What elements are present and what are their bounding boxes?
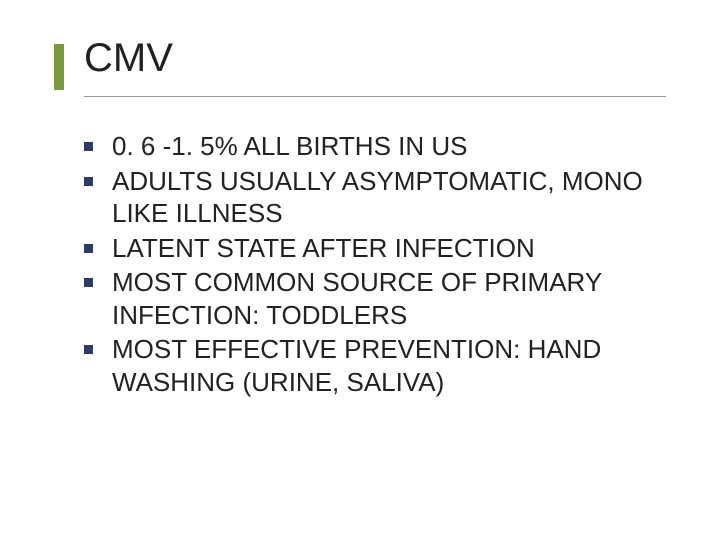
title-accent-bar	[54, 44, 64, 90]
slide: CMV 0. 6 -1. 5% ALL BIRTHS IN US ADULTS …	[0, 0, 720, 540]
body-region: 0. 6 -1. 5% ALL BIRTHS IN US ADULTS USUA…	[84, 130, 666, 400]
bullet-text: LATENT STATE AFTER INFECTION	[112, 233, 535, 263]
list-item: ADULTS USUALLY ASYMPTOMATIC, MONO LIKE I…	[84, 165, 666, 230]
bullet-text: MOST EFFECTIVE PREVENTION: HAND WASHING …	[112, 334, 601, 397]
title-region: CMV	[54, 36, 666, 80]
bullet-list: 0. 6 -1. 5% ALL BIRTHS IN US ADULTS USUA…	[84, 130, 666, 398]
list-item: MOST EFFECTIVE PREVENTION: HAND WASHING …	[84, 333, 666, 398]
list-item: MOST COMMON SOURCE OF PRIMARY INFECTION:…	[84, 266, 666, 331]
bullet-marker-icon	[84, 177, 93, 186]
bullet-text: ADULTS USUALLY ASYMPTOMATIC, MONO LIKE I…	[112, 166, 643, 229]
title-underline	[84, 96, 666, 97]
slide-title: CMV	[84, 36, 666, 80]
bullet-marker-icon	[84, 278, 93, 287]
bullet-text: MOST COMMON SOURCE OF PRIMARY INFECTION:…	[112, 267, 602, 330]
bullet-marker-icon	[84, 244, 93, 253]
list-item: 0. 6 -1. 5% ALL BIRTHS IN US	[84, 130, 666, 163]
bullet-marker-icon	[84, 142, 93, 151]
bullet-marker-icon	[84, 345, 93, 354]
list-item: LATENT STATE AFTER INFECTION	[84, 232, 666, 265]
bullet-text: 0. 6 -1. 5% ALL BIRTHS IN US	[112, 131, 467, 161]
